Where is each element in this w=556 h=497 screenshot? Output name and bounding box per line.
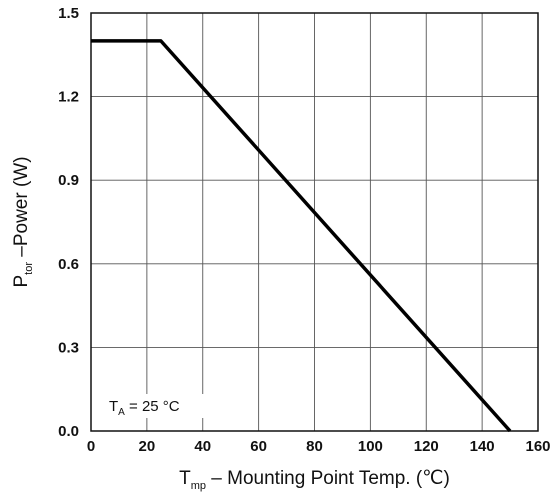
x-tick-label: 0 bbox=[87, 438, 95, 455]
annotation-main: T bbox=[109, 398, 118, 415]
x-tick-label: 140 bbox=[470, 438, 495, 455]
y-axis-title-rest: –Power (W) bbox=[11, 156, 32, 262]
y-tick-label: 1.5 bbox=[58, 5, 79, 22]
y-tick-label: 0.0 bbox=[58, 423, 79, 440]
y-tick-label: 0.9 bbox=[58, 172, 79, 189]
y-axis-title: Ptor –Power (W) bbox=[11, 156, 35, 287]
x-tick-label: 160 bbox=[525, 438, 550, 455]
y-tick-label: 0.6 bbox=[58, 256, 79, 273]
y-axis-title-main: P bbox=[11, 275, 32, 288]
x-axis-title-rest: – Mounting Point Temp. (℃) bbox=[206, 468, 450, 489]
x-tick-label: 40 bbox=[194, 438, 211, 455]
x-tick-label: 80 bbox=[306, 438, 323, 455]
y-axis-title-sub: tor bbox=[23, 262, 35, 275]
grid bbox=[90, 12, 539, 432]
x-axis-title-sub: mp bbox=[191, 480, 206, 492]
annotation-rest: = 25 °C bbox=[125, 398, 180, 415]
series-group bbox=[91, 39, 512, 433]
x-axis-title: Tmp – Mounting Point Temp. (℃) bbox=[179, 468, 450, 492]
x-axis-title-main: T bbox=[179, 468, 191, 489]
ambient-temp-annotation: TA = 25 °C bbox=[109, 398, 180, 418]
annotation-box bbox=[105, 394, 213, 418]
x-tick-label: 60 bbox=[250, 438, 267, 455]
y-tick-label: 1.2 bbox=[58, 89, 79, 106]
annotation-sub: A bbox=[118, 407, 125, 418]
plot-frame bbox=[90, 12, 539, 432]
x-tick-label: 100 bbox=[358, 438, 383, 455]
power-derating-line bbox=[91, 39, 512, 433]
y-tick-label: 0.3 bbox=[58, 339, 79, 356]
x-tick-label: 20 bbox=[139, 438, 156, 455]
x-tick-label: 120 bbox=[414, 438, 439, 455]
y-axis-ticks: 0.0 0.3 0.6 0.9 1.2 1.5 bbox=[58, 5, 79, 440]
x-axis-ticks: 0 20 40 60 80 100 120 140 160 bbox=[87, 438, 551, 455]
